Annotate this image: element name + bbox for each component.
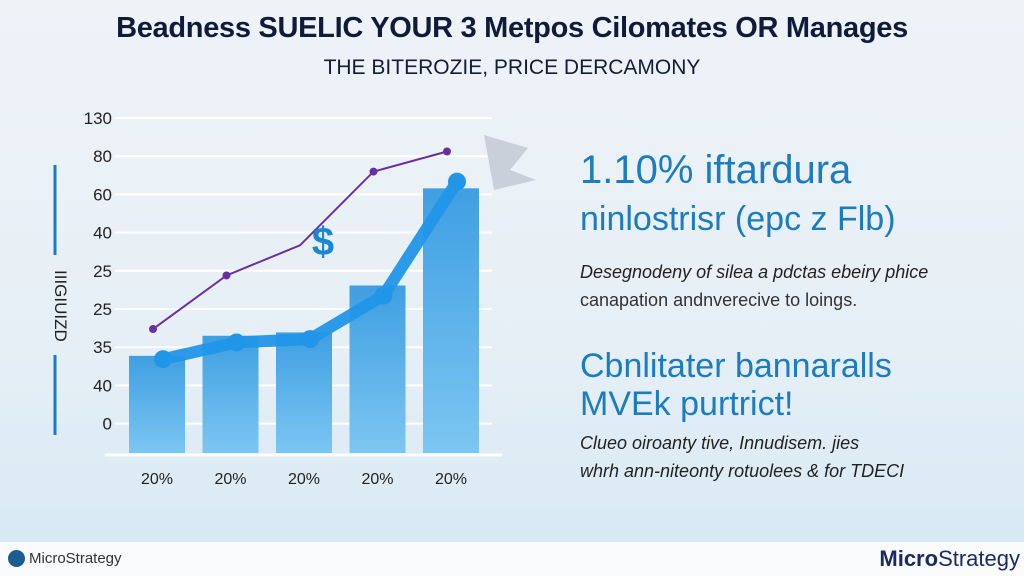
footer: MicroStrategy MicroStrategy [0, 541, 1024, 576]
page-title: Beadness SUELIC YOUR 3 Metpos Cilomates … [116, 12, 908, 44]
price-point [149, 325, 157, 334]
footer-logo-left-text: MicroStrategy [29, 550, 122, 567]
panel-desc-4: whrh ann-niteonty rotuolees & for TDECI [580, 461, 905, 481]
y-tick-label: 40 [93, 376, 112, 395]
bar [202, 335, 259, 453]
y-tick-label: 25 [93, 300, 112, 319]
y-tick-label: 60 [93, 185, 112, 204]
y-tick-label: 25 [93, 262, 112, 281]
panel-headline-3: Cbnlitater bannaralls [580, 347, 892, 385]
bar [423, 188, 479, 453]
x-tick-label: 20% [361, 471, 393, 488]
trend-point [448, 172, 466, 191]
chart: 130 80 60 40 25 25 35 40 0 20% 20% 20% 20% 20% $ [53, 109, 536, 488]
arrow-head-icon [484, 135, 536, 190]
y-tick-label: 40 [93, 224, 112, 243]
trend-point [154, 350, 172, 369]
page-subtitle: THE BITEROZIE, PRICE DERCAMONY [323, 56, 701, 79]
panel-desc-1: Desegnodeny of silea a pdctas ebeiry phi… [580, 262, 929, 282]
trend-point [301, 330, 319, 349]
dollar-icon: $ [312, 220, 334, 264]
x-tick-label: 20% [435, 471, 467, 488]
x-tick-label: 20% [214, 471, 246, 488]
y-tick-label: 35 [93, 338, 112, 357]
trend-point [374, 286, 393, 305]
bar [276, 332, 332, 453]
trend-point [227, 333, 246, 352]
panel-headline-2: ninlostrisr (epc z Flb) [580, 200, 896, 238]
y-axis-title: IIIGIUIZD [51, 270, 70, 342]
microstrategy-logo-icon [8, 550, 25, 567]
panel-desc-3: Clueo oiroanty tive, Innudisem. jies [580, 433, 860, 453]
panel-headline-1: 1.10% iftardura [580, 148, 852, 192]
price-point [443, 147, 451, 156]
logo-rest: Strategy [938, 546, 1020, 571]
y-tick-label: 130 [84, 109, 112, 128]
price-point [222, 271, 231, 280]
footer-logo-left: MicroStrategy [8, 550, 122, 567]
panel-desc-2: canapation andnverecive to loings. [580, 290, 858, 310]
footer-logo-right: MicroStrategy [879, 546, 1020, 572]
y-tick-label: 0 [103, 415, 112, 434]
y-tick-label: 80 [93, 147, 112, 166]
price-point [369, 167, 378, 176]
panel-headline-4: MVEk purtrict! [580, 385, 794, 423]
x-tick-label: 20% [288, 471, 320, 488]
x-tick-label: 20% [141, 471, 173, 488]
bar [129, 355, 185, 453]
price-line [152, 150, 448, 330]
logo-bold: Micro [879, 546, 939, 571]
